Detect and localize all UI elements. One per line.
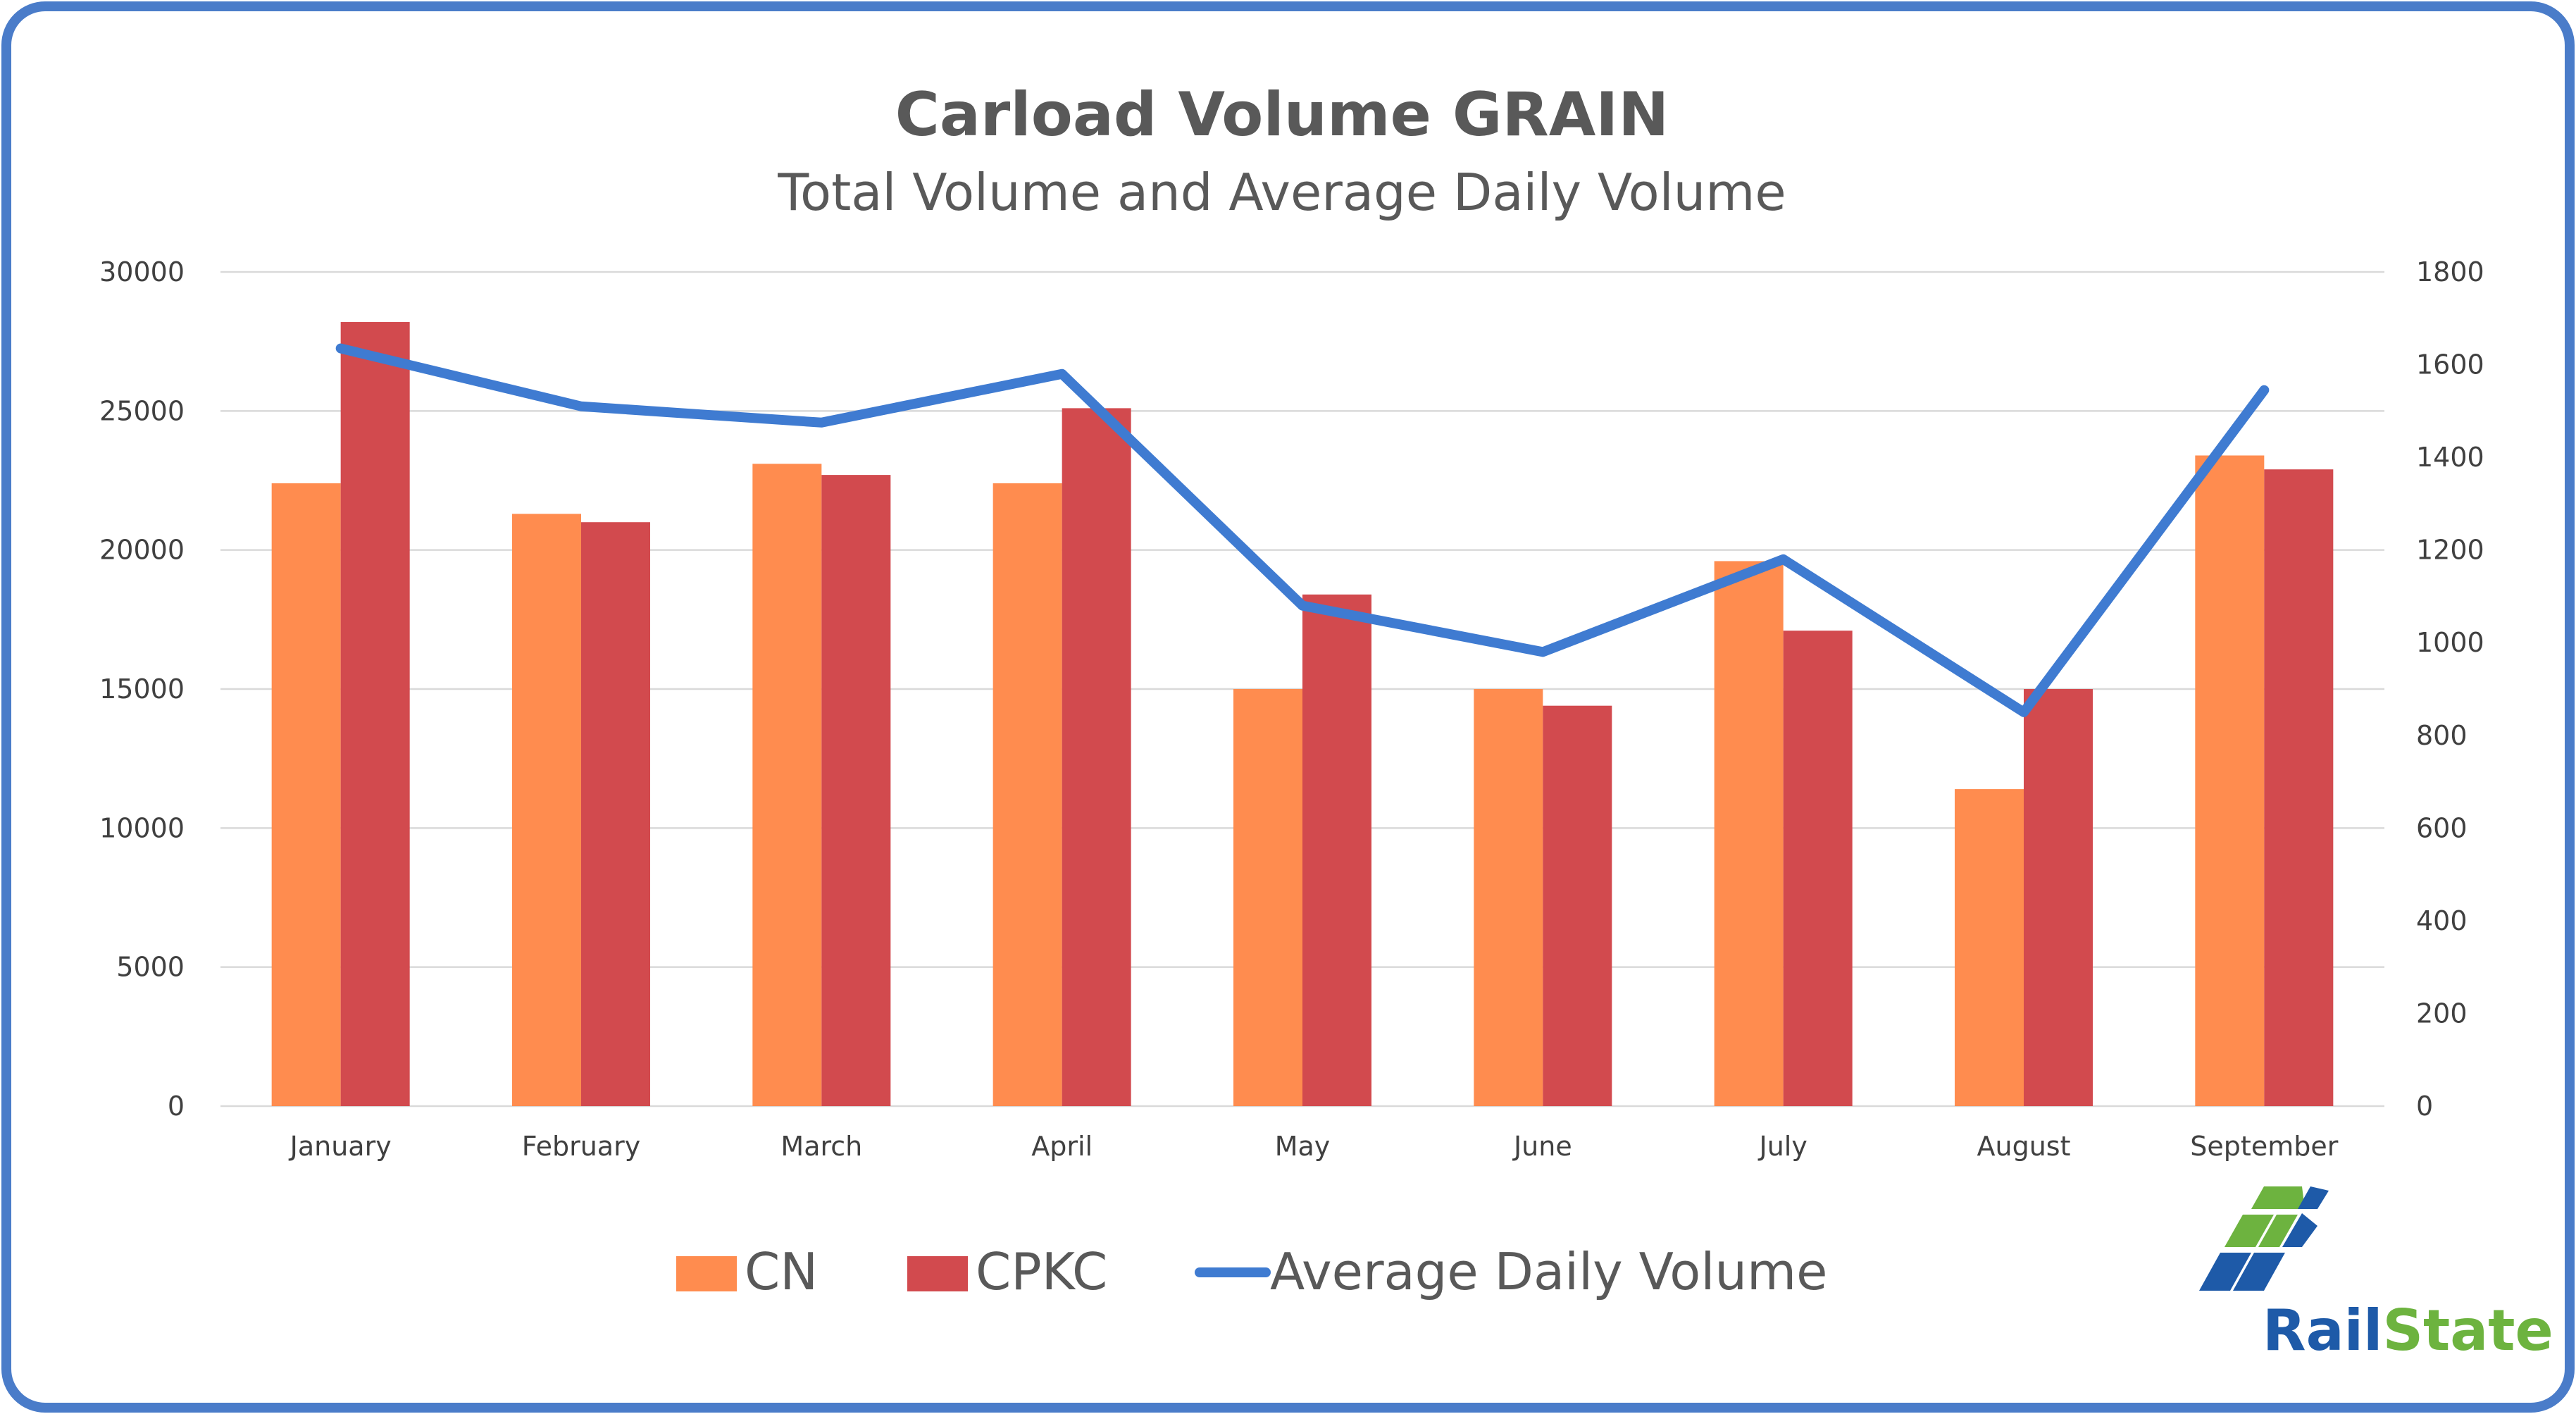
bars bbox=[271, 322, 2334, 1106]
railstate-logo-icon bbox=[2199, 1186, 2329, 1291]
right-axis-tick-label: 1800 bbox=[2416, 256, 2484, 287]
category-label: April bbox=[1031, 1131, 1093, 1162]
legend-label-cpkc: CPKC bbox=[976, 1242, 1107, 1301]
bar-cpkc-april bbox=[1062, 408, 1131, 1106]
bar-cpkc-august bbox=[2024, 689, 2093, 1106]
bar-cpkc-september bbox=[2264, 469, 2334, 1106]
right-axis-tick-label: 200 bbox=[2416, 998, 2468, 1029]
bar-cn-august bbox=[1955, 789, 2024, 1106]
bar-cn-april bbox=[993, 483, 1062, 1106]
bar-cpkc-may bbox=[1302, 594, 1371, 1106]
category-label: March bbox=[780, 1131, 862, 1162]
right-axis-tick-label: 800 bbox=[2416, 720, 2468, 751]
logo-word-state: State bbox=[2382, 1298, 2553, 1363]
logo-word-rail: Rail bbox=[2263, 1298, 2382, 1363]
left-axis-tick-label: 20000 bbox=[99, 535, 185, 566]
right-axis-tick-label: 400 bbox=[2416, 905, 2468, 936]
left-axis-ticks: 0 5000 10000 15000 20000 25000 30000 bbox=[99, 256, 185, 1122]
line-average-daily-volume bbox=[335, 343, 2270, 717]
bar-cn-february bbox=[512, 514, 581, 1106]
chart-title: Carload Volume GRAIN bbox=[895, 80, 1669, 150]
bar-cn-september bbox=[2195, 455, 2265, 1106]
legend: CN CPKC Average Daily Volume bbox=[676, 1242, 1827, 1301]
bar-cpkc-march bbox=[821, 475, 891, 1106]
bar-cn-march bbox=[752, 464, 822, 1106]
left-axis-tick-label: 15000 bbox=[99, 674, 185, 705]
legend-swatch-cpkc bbox=[907, 1256, 968, 1291]
left-axis-tick-label: 10000 bbox=[99, 812, 185, 843]
bar-cpkc-january bbox=[340, 322, 410, 1106]
bar-cpkc-february bbox=[581, 522, 650, 1106]
right-axis-tick-label: 1200 bbox=[2416, 535, 2484, 566]
category-label: September bbox=[2190, 1131, 2338, 1162]
right-axis-tick-label: 1600 bbox=[2416, 349, 2484, 380]
left-axis-tick-label: 25000 bbox=[99, 395, 185, 426]
category-label: July bbox=[1757, 1131, 1807, 1162]
legend-swatch-cn bbox=[676, 1256, 737, 1291]
category-label: January bbox=[289, 1131, 392, 1162]
right-axis-tick-label: 600 bbox=[2416, 812, 2468, 843]
railstate-logo: RailState bbox=[2199, 1186, 2553, 1363]
category-labels: January February March April May June July Augu… bbox=[289, 1131, 2339, 1162]
legend-label-average-daily-volume: Average Daily Volume bbox=[1270, 1242, 1827, 1301]
bar-cpkc-june bbox=[1543, 705, 1612, 1106]
left-axis-tick-label: 5000 bbox=[116, 952, 185, 983]
bar-cpkc-july bbox=[1783, 631, 1853, 1106]
bar-cn-july bbox=[1714, 561, 1784, 1106]
line-series bbox=[335, 343, 2270, 717]
category-label: February bbox=[522, 1131, 640, 1162]
category-label: June bbox=[1512, 1131, 1572, 1162]
bar-cn-may bbox=[1233, 689, 1302, 1106]
bar-cn-january bbox=[271, 483, 341, 1106]
bar-cn-june bbox=[1474, 689, 1543, 1106]
right-axis-tick-label: 1000 bbox=[2416, 627, 2484, 658]
left-axis-tick-label: 30000 bbox=[99, 256, 185, 287]
category-label: May bbox=[1275, 1131, 1331, 1162]
category-label: August bbox=[1977, 1131, 2071, 1162]
right-axis-ticks: 0 200 400 600 800 1000 1200 1400 1600 1800 bbox=[2416, 256, 2484, 1122]
left-axis-tick-label: 0 bbox=[168, 1091, 185, 1122]
right-axis-tick-label: 1400 bbox=[2416, 442, 2484, 473]
railstate-logo-text: RailState bbox=[2263, 1298, 2553, 1363]
chart-subtitle: Total Volume and Average Daily Volume bbox=[777, 163, 1786, 222]
legend-label-cn: CN bbox=[745, 1242, 818, 1301]
right-axis-tick-label: 0 bbox=[2416, 1091, 2433, 1122]
